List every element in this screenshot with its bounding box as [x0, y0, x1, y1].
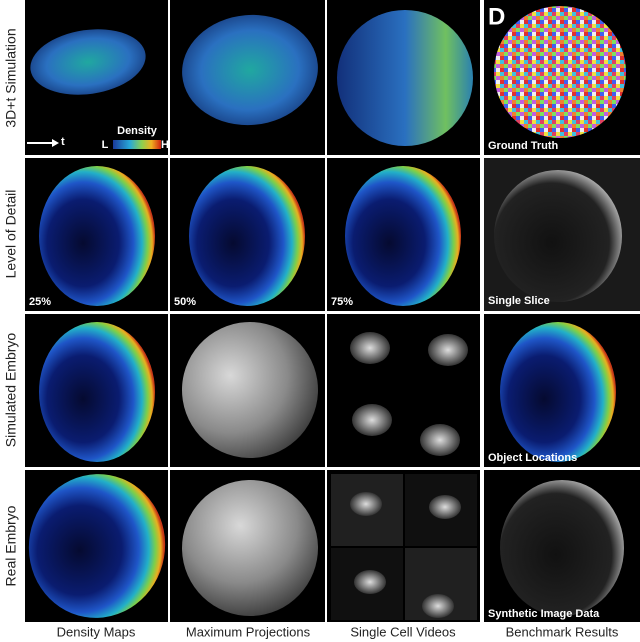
embryo — [500, 322, 616, 462]
cell — [422, 594, 454, 618]
panel-letter: C — [5, 316, 22, 343]
arrow-head — [52, 139, 59, 147]
legend-low: L — [102, 139, 109, 151]
embryo — [182, 322, 318, 458]
cell — [354, 570, 386, 594]
column-label: Single Cell Videos — [350, 624, 456, 639]
embryo — [182, 480, 318, 616]
cell — [428, 334, 468, 366]
embryo — [39, 322, 155, 462]
panel-letter: B — [5, 161, 22, 188]
colorbar — [113, 140, 161, 149]
legend-high: H — [161, 139, 169, 151]
benchmark-label: Ground Truth — [488, 140, 559, 152]
benchmark-label: Single Slice — [488, 295, 550, 307]
row-label: Simulated Embryo — [3, 333, 19, 448]
embryo — [337, 10, 473, 146]
time-label: t — [61, 136, 65, 148]
panel-letter: A — [6, 3, 23, 30]
embryo — [39, 166, 155, 306]
benchmark-label: Synthetic Image Data — [488, 608, 600, 620]
embryo — [494, 6, 626, 138]
embryo — [494, 170, 622, 302]
embryo — [28, 474, 166, 618]
row-label: Real Embryo — [3, 505, 19, 586]
cell — [352, 404, 392, 436]
embryo — [345, 166, 461, 306]
cell — [420, 424, 460, 456]
row-label: Level of Detail — [3, 190, 19, 279]
embryo — [30, 29, 146, 95]
embryo — [500, 480, 624, 616]
cell — [429, 495, 461, 519]
detail-label: 50% — [174, 296, 196, 308]
detail-label: 75% — [331, 296, 353, 308]
column-label: Benchmark Results — [506, 624, 619, 639]
cell — [350, 492, 382, 516]
embryo — [182, 14, 318, 126]
cell — [350, 332, 390, 364]
column-label: Maximum Projections — [186, 624, 311, 639]
legend-title: Density — [117, 125, 158, 137]
column-label: Density Maps — [57, 624, 136, 639]
embryo — [189, 166, 305, 306]
row-label: 3D+t Simulation — [3, 28, 19, 127]
benchmark-label: Object Locations — [488, 452, 577, 464]
panel-letter: D — [488, 3, 505, 30]
detail-label: 25% — [29, 296, 51, 308]
